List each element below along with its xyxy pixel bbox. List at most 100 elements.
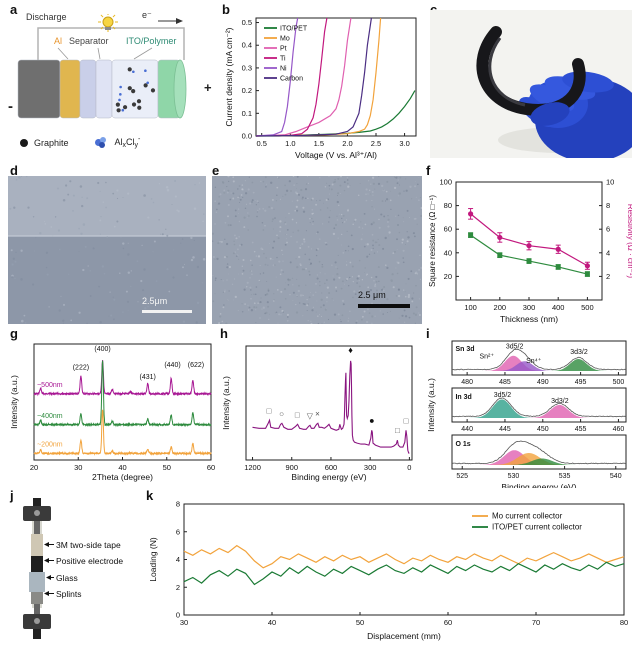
sem-grain (365, 274, 367, 276)
trace-label: ~400nm (37, 413, 63, 420)
sem-grain (372, 182, 375, 185)
sem-grain (127, 253, 130, 256)
sem-grain (279, 226, 282, 229)
separator-pointer-line (97, 47, 101, 60)
sem-grain (70, 319, 73, 322)
sem-grain (325, 198, 328, 202)
sem-grain (311, 248, 313, 250)
sem-grain (243, 288, 246, 291)
sem-grain (263, 252, 265, 255)
sem-grain (137, 301, 139, 303)
sem-grain (377, 182, 381, 186)
sem-grain (356, 282, 358, 284)
sem-grain (292, 231, 294, 233)
xps-annotation: 3d3/2 (570, 349, 588, 356)
sem-grain (415, 181, 417, 182)
sem-grain (267, 288, 270, 291)
sem-grain (276, 256, 278, 259)
sem-grain (418, 313, 421, 317)
sem-grain (312, 212, 314, 215)
sem-grain (329, 210, 331, 212)
panel-label-f: f (426, 163, 431, 178)
sem-grain (324, 186, 327, 188)
plot-frame (255, 17, 417, 137)
sem-grain (409, 217, 410, 218)
sem-grain (411, 297, 414, 300)
sem-grain (241, 265, 243, 267)
sem-grain (339, 184, 342, 187)
sem-grain (353, 290, 356, 293)
sem-grain (405, 283, 407, 285)
sem-grain (413, 217, 416, 220)
sem-grain (409, 185, 412, 188)
sem-grain (357, 194, 360, 197)
graphite-particle (116, 108, 121, 113)
y-axis-label: Loading (N) (148, 537, 158, 582)
sem-grain (405, 243, 406, 245)
sem-grain (294, 209, 296, 212)
sem-grain (295, 222, 298, 224)
sem-grain (288, 180, 291, 183)
sem-grain (234, 251, 236, 253)
sem-grain (233, 299, 235, 301)
sem-grain (394, 176, 396, 178)
graphite-electrode-layer (17, 59, 61, 119)
bulb-ray (112, 14, 116, 18)
sem-grain (240, 194, 243, 196)
sem-grain (337, 195, 338, 196)
sem-grain (202, 220, 204, 223)
sem-grain (415, 306, 418, 309)
sem-grain (315, 291, 317, 294)
sem-grain (11, 263, 14, 266)
x-tick-label: 460 (613, 426, 625, 433)
chloroaluminate-particle (118, 98, 121, 102)
sem-grain (195, 321, 198, 324)
sem-grain (44, 220, 46, 222)
sem-grain (105, 206, 107, 209)
y-tick-label: 0.2 (242, 86, 252, 95)
right-tick-label: 6 (606, 225, 610, 234)
sem-grain (389, 199, 392, 202)
sem-grain (182, 266, 184, 269)
sem-grain (50, 226, 53, 228)
sem-grain (296, 192, 299, 195)
sem-grain (350, 234, 353, 237)
sem-grain (388, 231, 391, 234)
sem-grain (248, 306, 251, 309)
sem-grain (136, 260, 139, 263)
sem-grain (253, 293, 255, 296)
al-pointer-line (57, 47, 69, 60)
sem-grain (21, 176, 23, 177)
sem-grain (375, 280, 378, 283)
sem-grain (287, 279, 290, 282)
sem-grain (14, 260, 17, 263)
sem-grain (321, 263, 323, 266)
sem-grain (273, 208, 275, 210)
graphite-icon (20, 138, 28, 147)
sem-grain (270, 181, 273, 184)
sem-grain (296, 183, 298, 185)
x-tick-label: 70 (532, 618, 540, 627)
sem-grain (196, 301, 200, 305)
legend-label: Mo (280, 36, 290, 43)
sem-grain (358, 297, 361, 299)
sem-grain (351, 247, 354, 251)
sem-grain (260, 180, 262, 182)
sem-grain (122, 311, 124, 313)
legend-label: Ni (280, 66, 287, 73)
battery-schematic-graphic (17, 14, 187, 119)
sem-grain (286, 319, 289, 322)
sem-grain (217, 242, 220, 245)
sem-grain (286, 316, 289, 318)
sem-grain (291, 277, 294, 279)
sem-grain (46, 273, 49, 276)
sem-grain (286, 234, 288, 236)
sem-grain (372, 194, 374, 196)
sem-grain (280, 269, 283, 272)
sem-grain (245, 286, 248, 288)
sem-grain (253, 306, 256, 309)
sem-grain (116, 189, 119, 192)
sem-grain (333, 313, 337, 316)
y-tick-label: 0.0 (242, 132, 252, 141)
sem-grain (307, 197, 309, 200)
